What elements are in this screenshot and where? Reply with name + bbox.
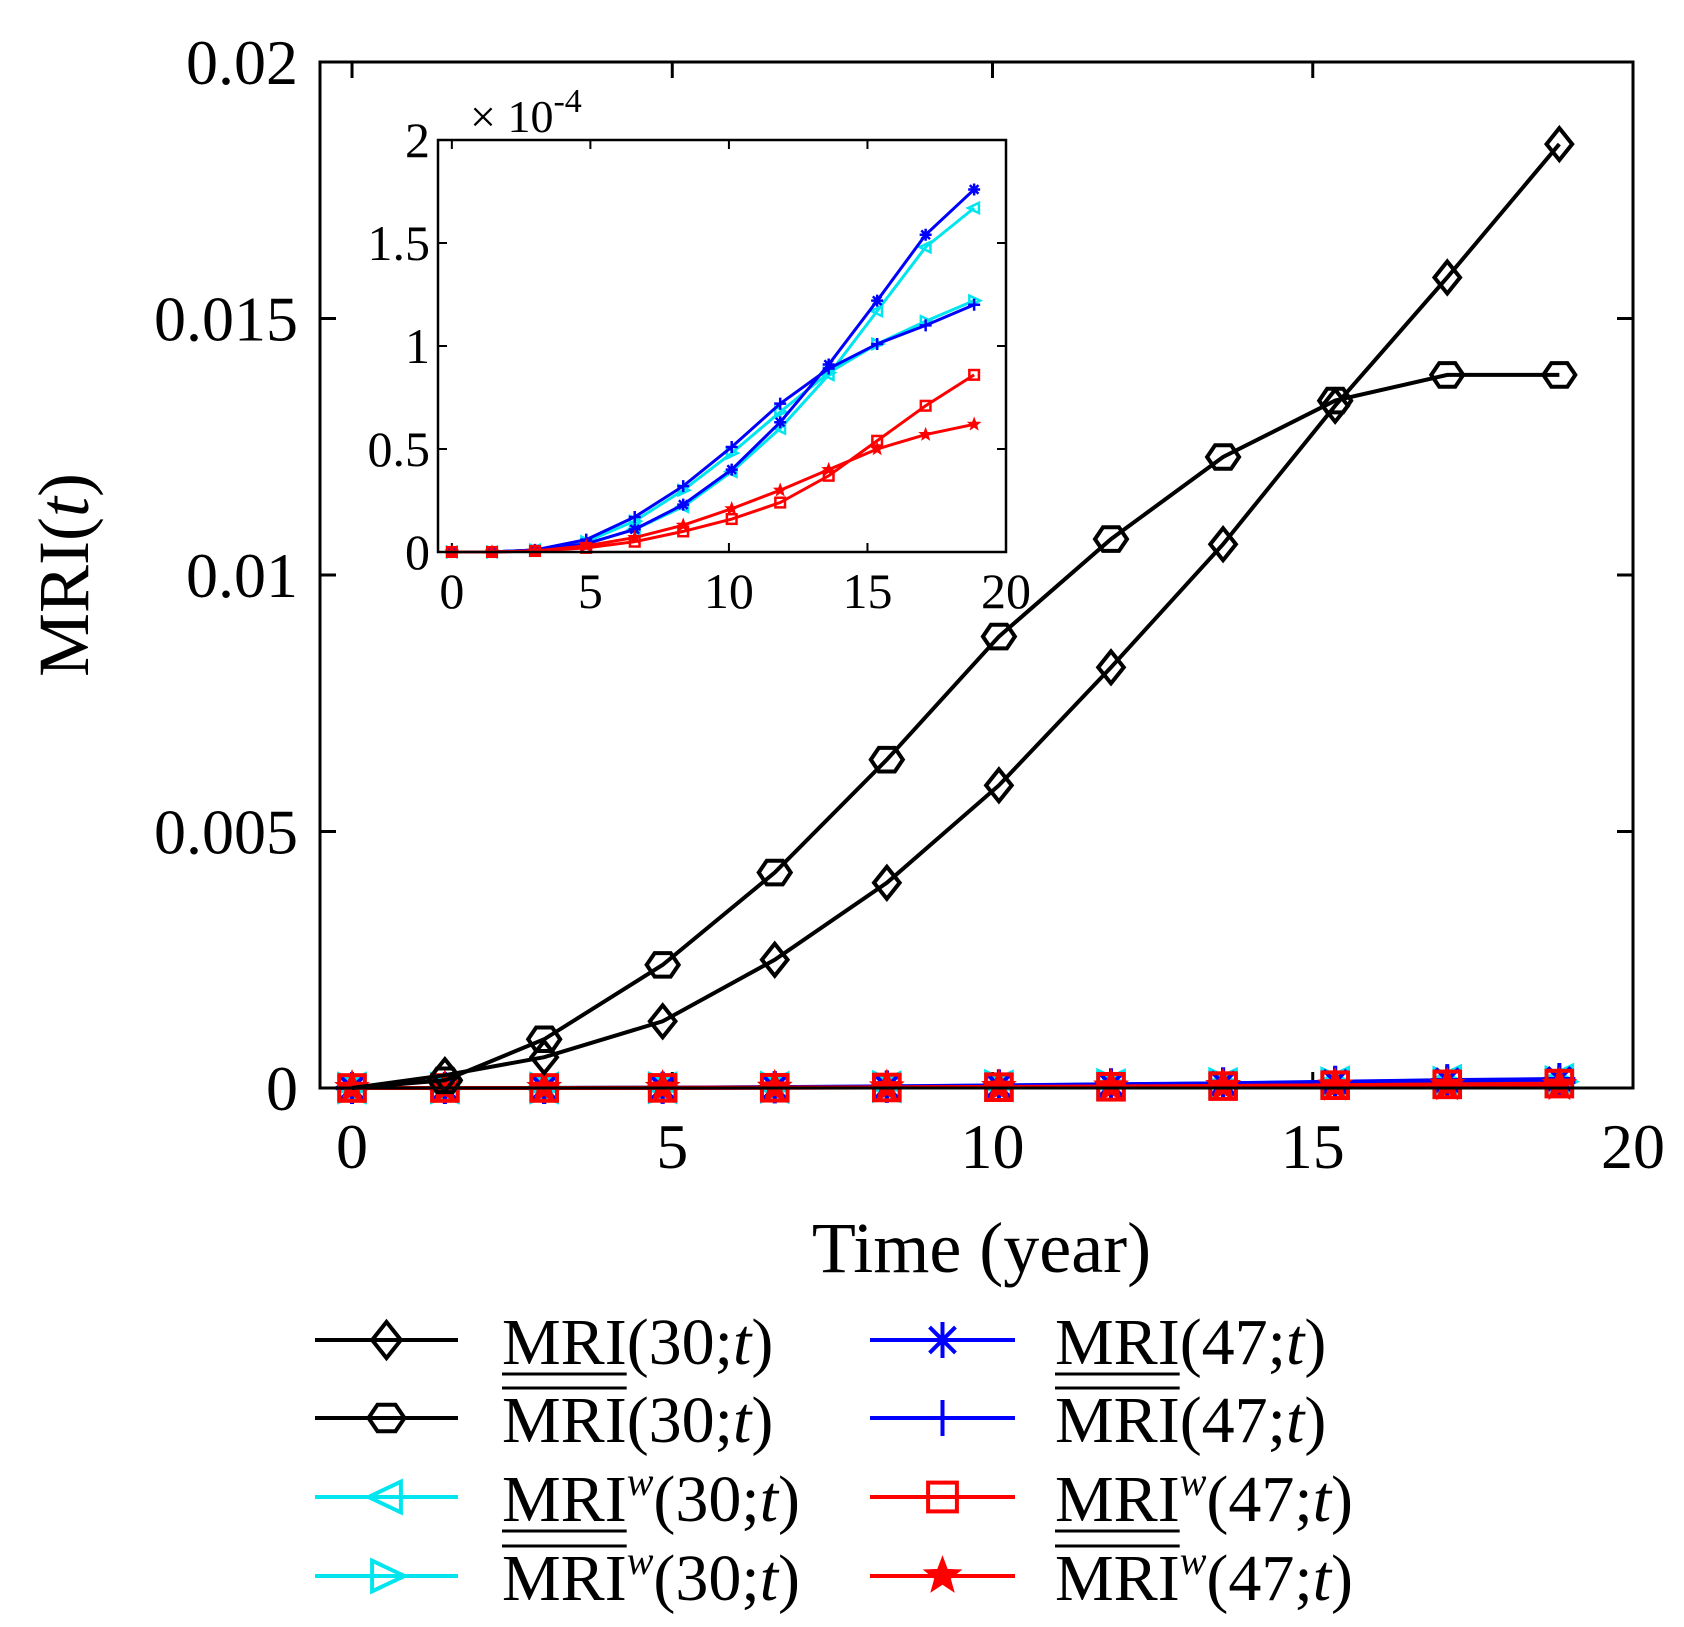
- legend-label-args: (47;: [1206, 1463, 1312, 1536]
- legend-label-args: (30;: [653, 1463, 759, 1536]
- legend-label-args: (30;: [627, 1384, 733, 1457]
- legend-label-base: MRI: [502, 1306, 627, 1379]
- legend-label-close: ): [1304, 1384, 1326, 1457]
- legend-label-var: t: [1313, 1463, 1333, 1536]
- legend-label-var: t: [1286, 1384, 1306, 1457]
- inset-data-point-lower47: [774, 416, 786, 428]
- inset-x-tick-label: 10: [704, 563, 754, 619]
- inset-y-tick-label: 2: [405, 112, 430, 168]
- inset-plot: 0 5 10 15 20 0 0.5 1 1.5 2 × 10-4: [368, 83, 1032, 619]
- legend-entry-lowerw30: MRIw(30;t): [315, 1459, 800, 1536]
- legend-label-var: t: [1313, 1542, 1333, 1615]
- inset-y-tick-label: 0: [405, 524, 430, 580]
- legend-label: MRIw(47;t): [1055, 1459, 1353, 1536]
- y-tick-label: 0: [266, 1053, 298, 1124]
- legend-label-base: MRI: [1055, 1463, 1180, 1536]
- series-lowerw47: [339, 1071, 1572, 1101]
- inset-exponent-base: × 10: [470, 91, 553, 142]
- legend-label-close: ): [751, 1384, 773, 1457]
- y-axis-label-close: ): [24, 473, 104, 497]
- legend-entry-lower30: MRI(30;t): [315, 1306, 773, 1379]
- x-axis-label: Time (year): [812, 1208, 1151, 1288]
- legend-entry-upperw47: MRIw(47;t): [870, 1538, 1353, 1615]
- inset-data-point-lower47: [968, 183, 980, 195]
- legend-marker-plus: [925, 1400, 961, 1436]
- legend-label-sup: w: [627, 1459, 654, 1504]
- inset-x-tick-label: 5: [578, 563, 603, 619]
- legend-label-var: t: [760, 1463, 780, 1536]
- legend-marker-asterisk: [925, 1322, 961, 1358]
- legend-label-var: t: [1286, 1306, 1306, 1379]
- inset-data-point-lower47: [871, 295, 883, 307]
- legend-label: MRI(30;t): [502, 1306, 773, 1379]
- y-axis-label-main: MRI(: [24, 517, 104, 677]
- legend-label-close: ): [751, 1306, 773, 1379]
- y-tick-label: 0.02: [186, 27, 298, 98]
- inset-data-point-lower47: [726, 464, 738, 476]
- inset-x-tick-label: 0: [439, 563, 464, 619]
- legend-entry-lowerw47: MRIw(47;t): [870, 1459, 1353, 1536]
- legend-label-close: ): [778, 1542, 800, 1615]
- legend-label-var: t: [733, 1384, 753, 1457]
- legend-label-close: ): [1331, 1463, 1353, 1536]
- legend-label-args: (47;: [1180, 1384, 1286, 1457]
- legend-label-base: MRI: [502, 1463, 627, 1536]
- x-tick-label: 20: [1601, 1111, 1665, 1182]
- legend-entry-upper47: MRI(47;t): [870, 1384, 1326, 1457]
- legend-label-close: ): [1304, 1306, 1326, 1379]
- x-tick-label: 0: [336, 1111, 368, 1182]
- legend-label-base: MRI: [502, 1542, 627, 1615]
- inset-y-tick-label: 1.5: [368, 215, 431, 271]
- inset-data-point-lower47: [677, 499, 689, 511]
- legend-entry-upperw30: MRIw(30;t): [315, 1538, 800, 1615]
- y-axis-label-var: t: [24, 495, 104, 517]
- legend-label: MRIw(47;t): [1055, 1538, 1353, 1615]
- legend-label-sup: w: [627, 1538, 654, 1583]
- x-tick-label: 15: [1281, 1111, 1345, 1182]
- inset-x-tick-label: 15: [842, 563, 892, 619]
- legend-label-args: (30;: [653, 1542, 759, 1615]
- inset-background: [438, 140, 1006, 552]
- y-tick-label: 0.015: [154, 284, 298, 355]
- inset-data-point-lower47: [920, 229, 932, 241]
- y-axis-label: MRI(t): [24, 473, 104, 677]
- legend-label-base: MRI: [1055, 1542, 1180, 1615]
- y-tick-label: 0.01: [186, 540, 298, 611]
- legend-label-args: (30;: [627, 1306, 733, 1379]
- inset-exponent-power: -4: [553, 83, 581, 120]
- inset-y-tick-label: 1: [405, 318, 430, 374]
- x-tick-label: 10: [961, 1111, 1025, 1182]
- legend-label-close: ): [1331, 1542, 1353, 1615]
- legend-label-base: MRI: [502, 1384, 627, 1457]
- legend-entry-lower47: MRI(47;t): [870, 1306, 1326, 1379]
- legend-label-args: (47;: [1180, 1306, 1286, 1379]
- legend-label-var: t: [760, 1542, 780, 1615]
- legend-label: MRI(47;t): [1055, 1384, 1326, 1457]
- legend-label-sup: w: [1180, 1459, 1207, 1504]
- legend-label-sup: w: [1180, 1538, 1207, 1583]
- legend-label: MRI(30;t): [502, 1384, 773, 1457]
- legend-label: MRI(47;t): [1055, 1306, 1326, 1379]
- legend-entry-upper30: MRI(30;t): [315, 1384, 773, 1457]
- legend-label-base: MRI: [1055, 1384, 1180, 1457]
- legend: MRI(30;t) MRI(47;t)MRI(30;t) MRI(47;t)MRIw…: [315, 1306, 1353, 1615]
- chart-figure: 0 5 10 15 2000.0050.010.0150.02Time (year)MR…: [0, 0, 1684, 1627]
- y-tick-label: 0.005: [154, 797, 298, 868]
- inset-y-tick-label: 0.5: [368, 421, 431, 477]
- legend-label-args: (47;: [1206, 1542, 1312, 1615]
- legend-label: MRIw(30;t): [502, 1459, 800, 1536]
- x-tick-label: 5: [656, 1111, 688, 1182]
- legend-label-var: t: [733, 1306, 753, 1379]
- legend-label-base: MRI: [1055, 1306, 1180, 1379]
- inset-exponent-label: × 10-4: [470, 83, 582, 142]
- legend-label: MRIw(30;t): [502, 1538, 800, 1615]
- legend-marker-star: [925, 1558, 959, 1591]
- inset-x-tick-label: 20: [981, 563, 1031, 619]
- legend-label-close: ): [778, 1463, 800, 1536]
